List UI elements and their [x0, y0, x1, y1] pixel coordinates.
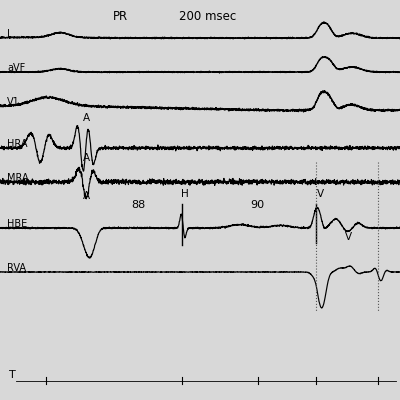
Text: MRA: MRA [7, 173, 29, 183]
Text: 200 msec: 200 msec [179, 10, 237, 23]
Text: V: V [316, 189, 324, 199]
Text: T: T [9, 370, 16, 380]
Text: A: A [82, 113, 90, 123]
Text: HRA: HRA [7, 139, 28, 149]
Text: H: H [181, 189, 189, 199]
Text: HBE: HBE [7, 219, 28, 229]
Text: 88: 88 [131, 200, 145, 210]
Text: A: A [82, 153, 90, 163]
Text: I: I [7, 29, 10, 39]
Text: A: A [82, 191, 90, 201]
Text: V1: V1 [7, 97, 20, 107]
Text: V: V [344, 232, 352, 242]
Text: aVF: aVF [7, 63, 26, 73]
Text: PR: PR [112, 10, 128, 23]
Text: 90: 90 [250, 200, 264, 210]
Text: RVA: RVA [7, 263, 26, 273]
